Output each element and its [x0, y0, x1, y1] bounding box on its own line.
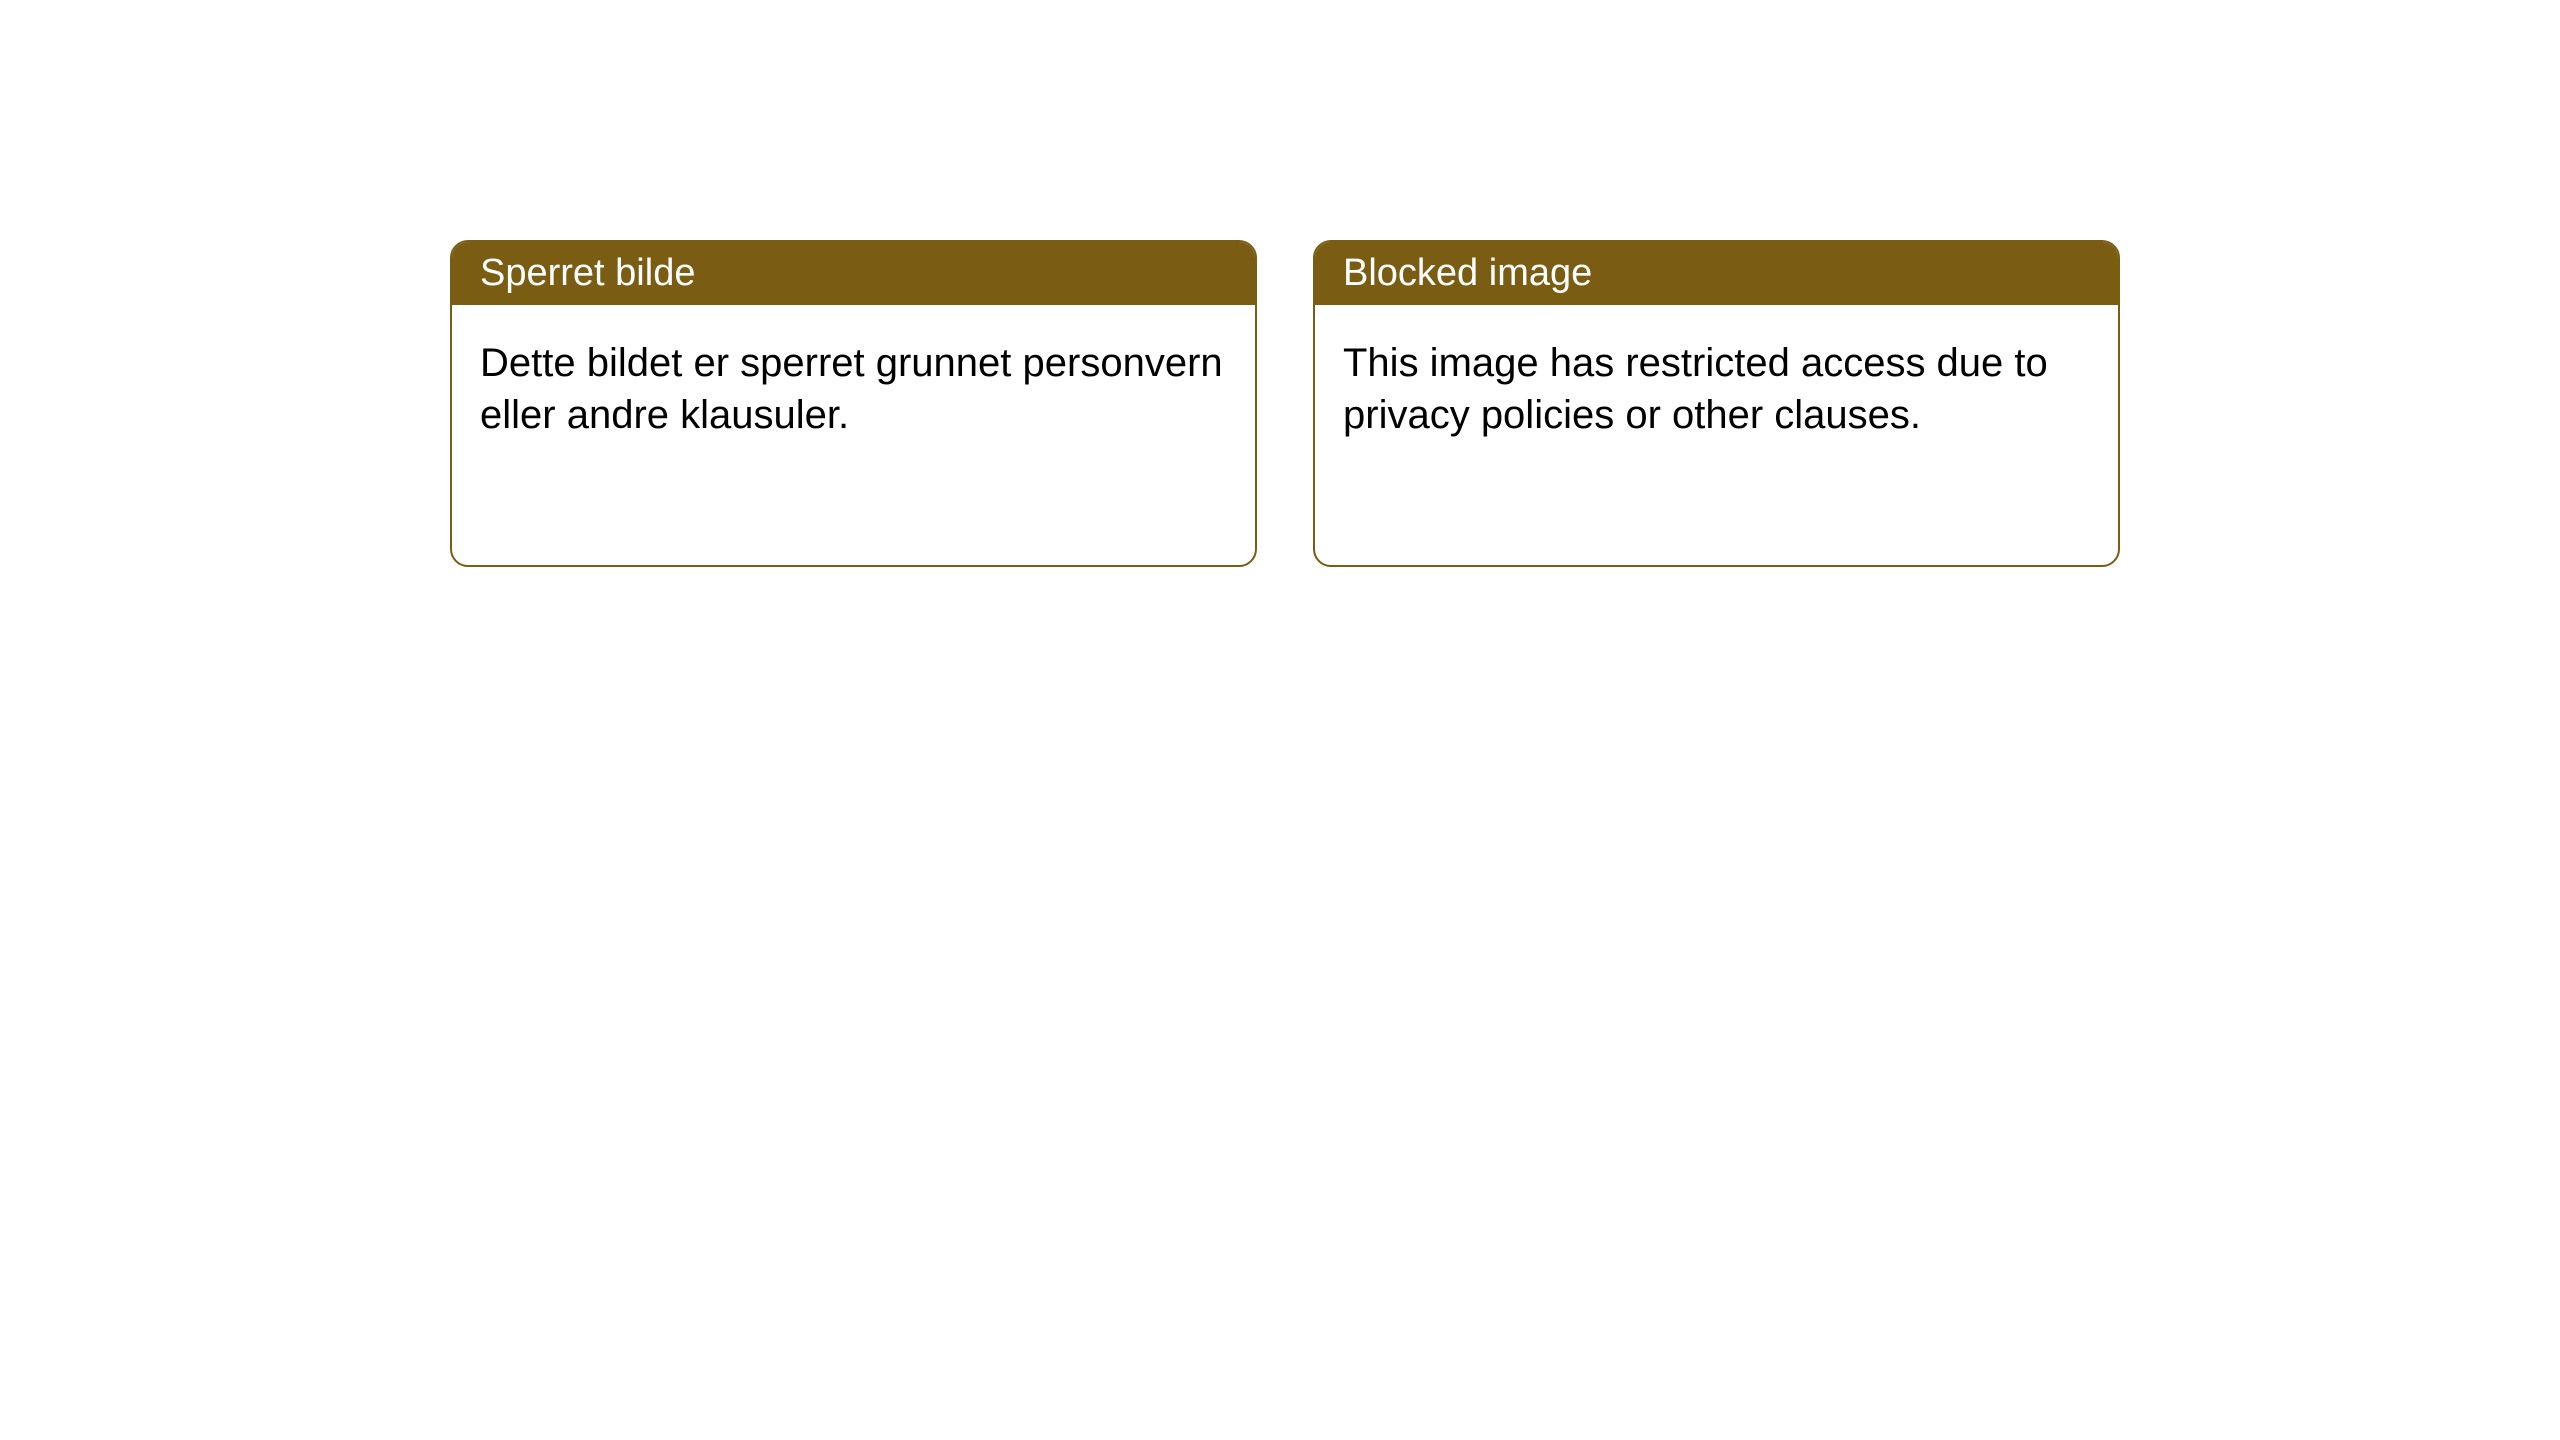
card-header-no: Sperret bilde: [452, 242, 1255, 305]
card-title-no: Sperret bilde: [480, 252, 695, 294]
card-header-en: Blocked image: [1315, 242, 2118, 305]
notice-container: Sperret bilde Dette bildet er sperret gr…: [0, 0, 2560, 567]
card-message-en: This image has restricted access due to …: [1343, 341, 2048, 437]
card-title-en: Blocked image: [1343, 252, 1592, 294]
blocked-image-card-no: Sperret bilde Dette bildet er sperret gr…: [450, 240, 1257, 567]
card-body-no: Dette bildet er sperret grunnet personve…: [452, 305, 1255, 565]
card-message-no: Dette bildet er sperret grunnet personve…: [480, 341, 1223, 437]
card-body-en: This image has restricted access due to …: [1315, 305, 2118, 565]
blocked-image-card-en: Blocked image This image has restricted …: [1313, 240, 2120, 567]
